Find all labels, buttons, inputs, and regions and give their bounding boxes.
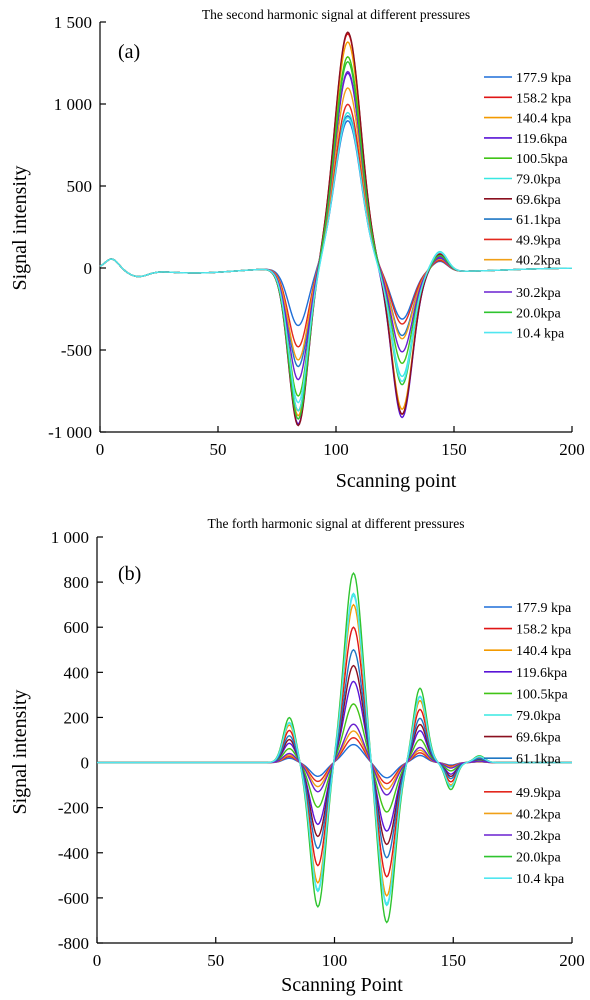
chart-title: The forth harmonic signal at different p… (208, 516, 465, 531)
legend-label: 69.6kpa (516, 193, 562, 208)
x-tick-label: 200 (559, 440, 585, 459)
y-tick-label: 1 000 (54, 95, 92, 114)
legend-label: 69.6kpa (516, 731, 562, 746)
legend-label: 100.5kpa (516, 152, 569, 167)
y-tick-label: 1 500 (54, 13, 92, 32)
legend-label: 177.9 kpa (516, 601, 572, 616)
x-tick-label: 150 (441, 440, 467, 459)
legend-label: 140.4 kpa (516, 644, 572, 659)
legend-label: 61.1kpa (516, 752, 562, 767)
chart-panel-a: The second harmonic signal at different … (9, 7, 585, 492)
y-tick-label: -200 (58, 799, 89, 818)
y-tick-label: 800 (64, 573, 90, 592)
x-tick-label: 150 (441, 951, 467, 970)
legend-label: 119.6kpa (516, 666, 568, 681)
y-axis-label: Signal intensity (9, 690, 31, 815)
series-line-7 (99, 31, 573, 427)
y-tick-label: 200 (64, 708, 90, 727)
chart-panel-b: The forth harmonic signal at different p… (9, 516, 585, 996)
series-line-13 (97, 594, 572, 905)
legend-label: 40.2kpa (516, 254, 562, 269)
chart-title: The second harmonic signal at different … (202, 7, 470, 22)
legend-label: 20.0kpa (516, 851, 562, 866)
y-tick-label: 400 (64, 663, 90, 682)
legend-label: 158.2 kpa (516, 91, 572, 106)
panel-label: (a) (118, 41, 140, 63)
legend-label: 10.4 kpa (516, 872, 565, 887)
x-tick-label: 0 (96, 440, 105, 459)
y-tick-label: -500 (61, 341, 92, 360)
legend-label: 158.2 kpa (516, 623, 572, 638)
y-tick-label: -600 (58, 889, 89, 908)
legend-label: 20.0kpa (516, 306, 562, 321)
series-line-13 (99, 116, 573, 404)
x-tick-label: 50 (207, 951, 224, 970)
legend-label: 49.9kpa (516, 233, 562, 248)
series-line-12 (97, 571, 572, 924)
y-tick-label: 0 (84, 259, 93, 278)
legend-label: 40.2kpa (516, 807, 562, 822)
x-tick-label: 200 (559, 951, 585, 970)
x-tick-label: 0 (93, 951, 102, 970)
x-tick-label: 50 (210, 440, 227, 459)
x-tick-label: 100 (323, 440, 349, 459)
y-tick-label: 1 000 (51, 528, 89, 547)
legend-label: 140.4 kpa (516, 112, 572, 127)
x-axis-label: Scanning point (336, 470, 457, 492)
legend-label: 30.2kpa (516, 829, 562, 844)
x-tick-label: 100 (322, 951, 348, 970)
legend-label: 10.4 kpa (516, 327, 565, 342)
legend-label: 49.9kpa (516, 786, 562, 801)
panel-label: (b) (118, 563, 141, 585)
series-line-6 (97, 592, 572, 907)
y-tick-label: 600 (64, 618, 90, 637)
legend-label: 119.6kpa (516, 132, 568, 147)
y-tick-label: 500 (67, 177, 93, 196)
legend-label: 177.9 kpa (516, 71, 572, 86)
y-tick-label: -1 000 (48, 423, 92, 442)
legend-label: 61.1kpa (516, 213, 562, 228)
legend-label: 30.2kpa (516, 286, 562, 301)
legend-label: 100.5kpa (516, 687, 569, 702)
legend-label: 79.0kpa (516, 173, 562, 188)
legend-label: 79.0kpa (516, 709, 562, 724)
series-line-2 (99, 32, 573, 416)
x-axis-label: Scanning Point (281, 974, 403, 996)
y-tick-label: -400 (58, 844, 89, 863)
y-tick-label: 0 (81, 754, 90, 773)
y-axis-label: Signal intensity (9, 166, 31, 291)
y-tick-label: -800 (58, 934, 89, 953)
